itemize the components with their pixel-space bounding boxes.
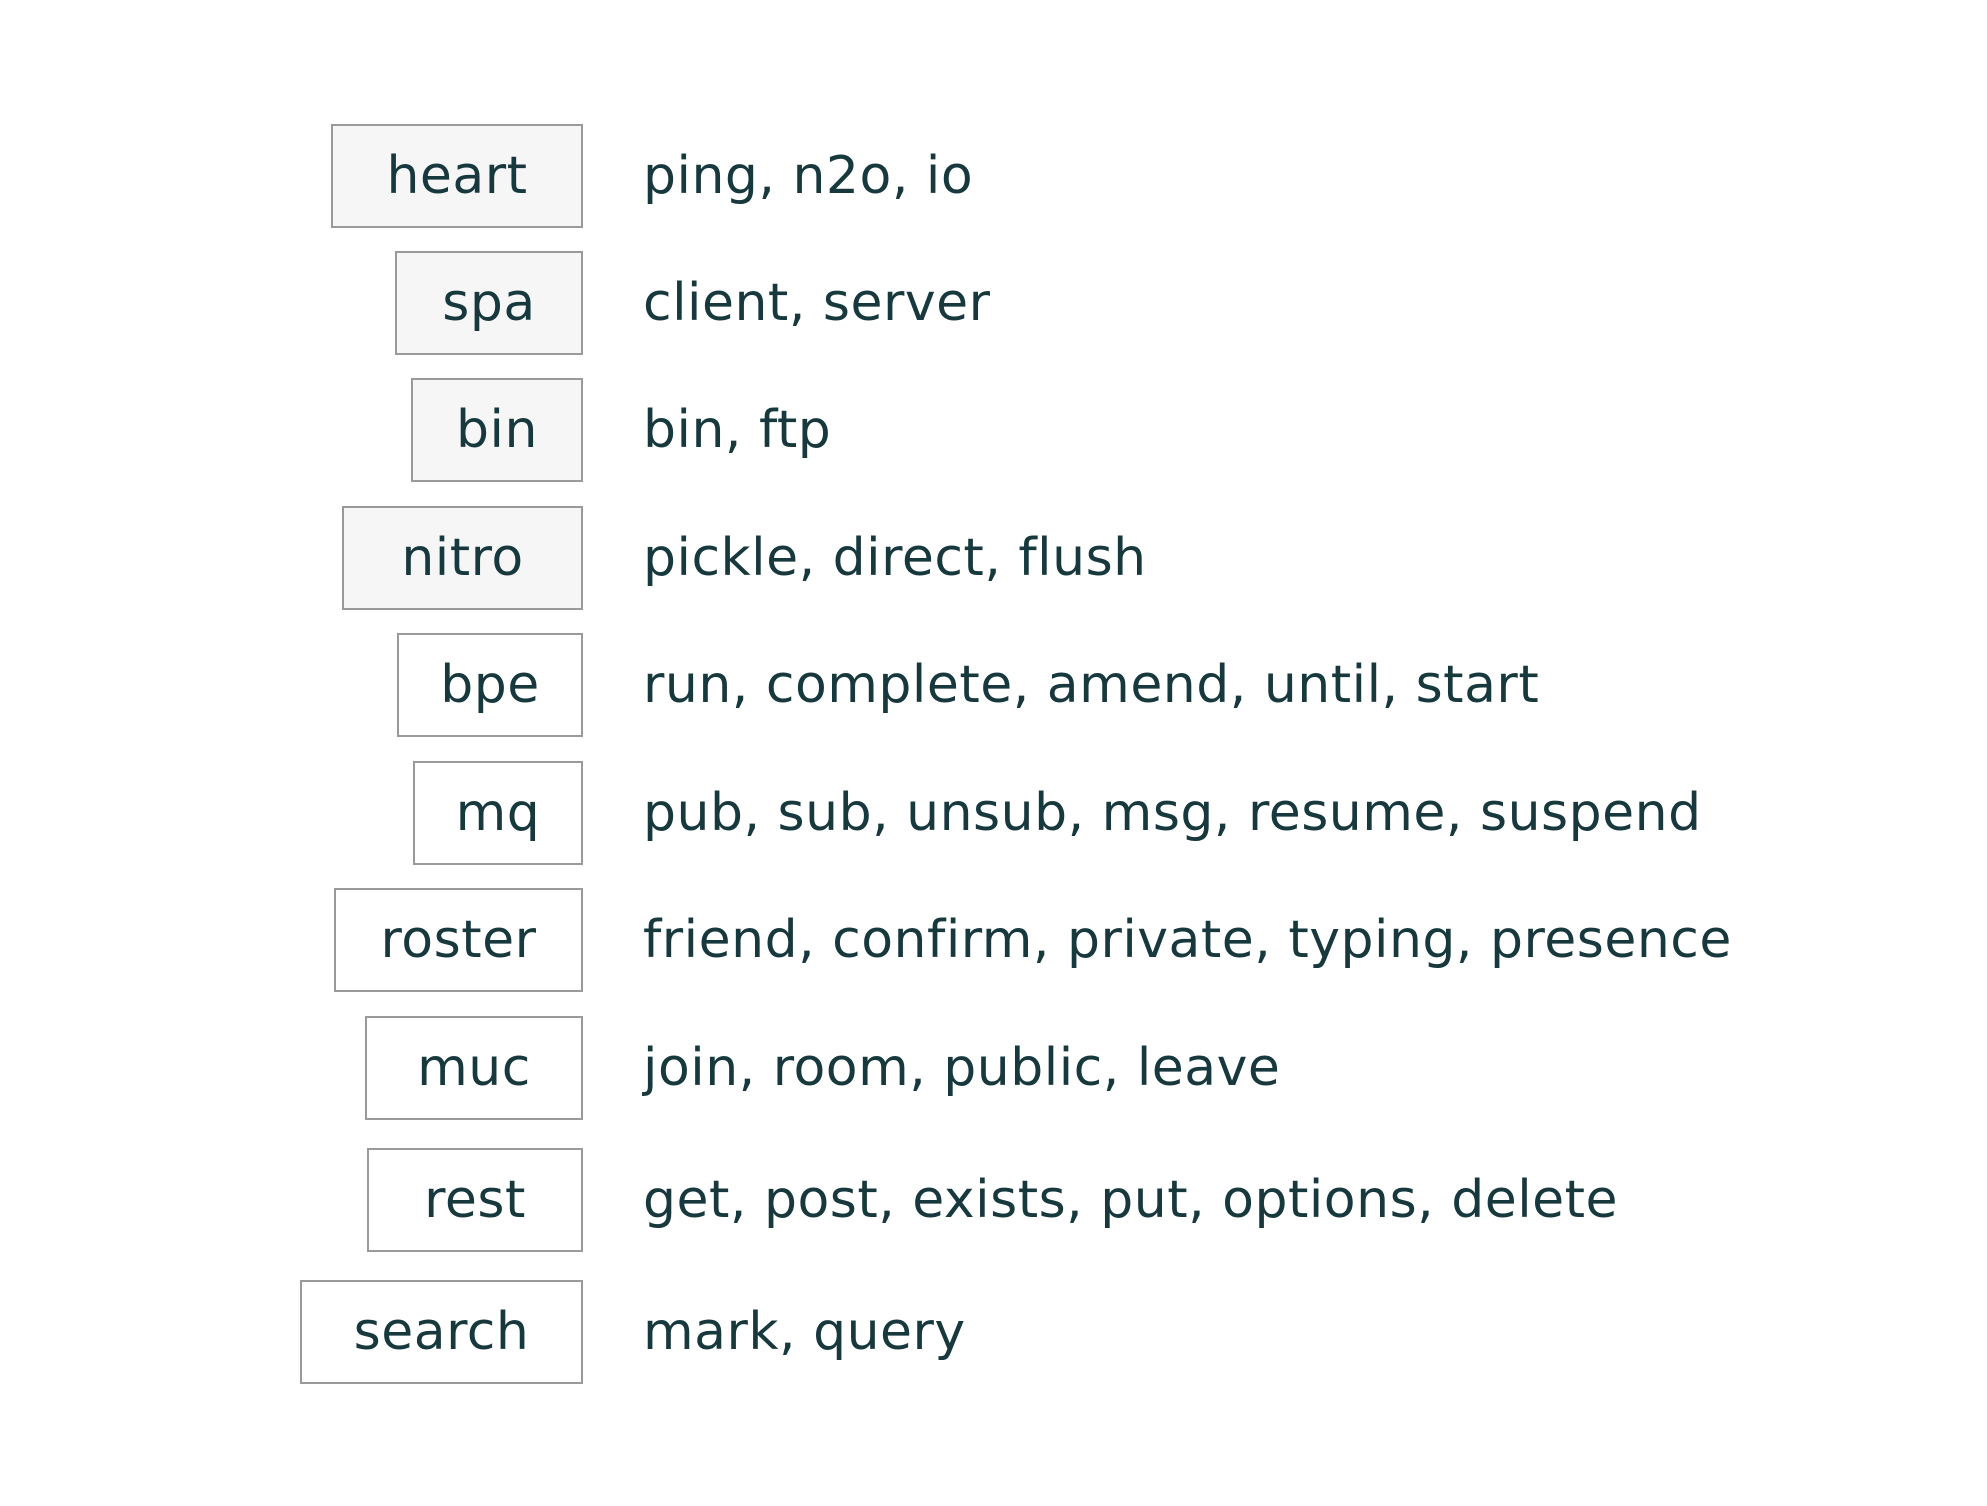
- protocol-messages-muc: join, room, public, leave: [643, 1038, 1281, 1098]
- protocol-row-bpe: bpe run, complete, amend, until, start: [0, 633, 1987, 739]
- protocol-row-rest: rest get, post, exists, put, options, de…: [0, 1148, 1987, 1254]
- protocol-messages-mq: pub, sub, unsub, msg, resume, suspend: [643, 783, 1702, 843]
- protocol-messages-nitro: pickle, direct, flush: [643, 528, 1147, 588]
- protocol-messages-roster: friend, confirm, private, typing, presen…: [643, 910, 1732, 970]
- protocol-row-search: search mark, query: [0, 1280, 1987, 1386]
- protocol-row-spa: spa client, server: [0, 251, 1987, 357]
- protocol-box-rest: rest: [367, 1148, 583, 1252]
- protocol-box-heart: heart: [331, 124, 583, 228]
- protocol-row-roster: roster friend, confirm, private, typing,…: [0, 888, 1987, 994]
- protocol-box-bin: bin: [411, 378, 583, 482]
- protocol-row-bin: bin bin, ftp: [0, 378, 1987, 484]
- protocol-messages-bin: bin, ftp: [643, 400, 832, 460]
- protocol-row-muc: muc join, room, public, leave: [0, 1016, 1987, 1122]
- protocol-messages-heart: ping, n2o, io: [643, 146, 974, 206]
- protocol-box-roster: roster: [334, 888, 583, 992]
- protocol-box-mq: mq: [413, 761, 583, 865]
- protocol-row-nitro: nitro pickle, direct, flush: [0, 506, 1987, 612]
- protocol-box-spa: spa: [395, 251, 583, 355]
- protocol-messages-rest: get, post, exists, put, options, delete: [643, 1170, 1619, 1230]
- protocol-row-mq: mq pub, sub, unsub, msg, resume, suspend: [0, 761, 1987, 867]
- protocol-box-search: search: [300, 1280, 583, 1384]
- protocol-messages-bpe: run, complete, amend, until, start: [643, 655, 1540, 715]
- protocol-box-nitro: nitro: [342, 506, 583, 610]
- protocol-box-bpe: bpe: [397, 633, 583, 737]
- protocol-messages-spa: client, server: [643, 273, 991, 333]
- protocol-box-muc: muc: [365, 1016, 583, 1120]
- protocol-row-heart: heart ping, n2o, io: [0, 124, 1987, 230]
- protocol-messages-search: mark, query: [643, 1302, 966, 1362]
